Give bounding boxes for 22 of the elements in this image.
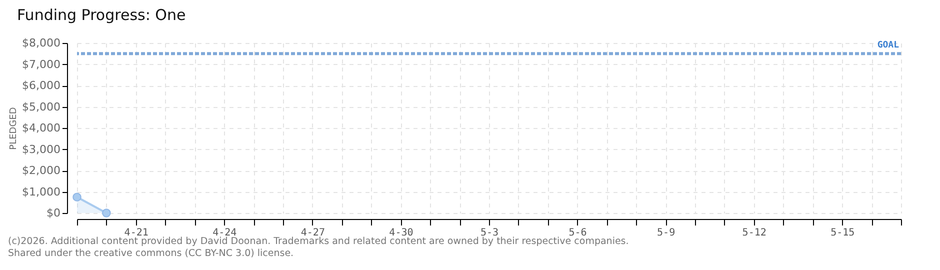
y-tick-label: $6,000: [22, 79, 60, 92]
y-tick-label: $4,000: [22, 122, 60, 134]
text: Shared under the creative commons (CC BY-NC 3.0) license.: [8, 248, 295, 260]
ref-line-label: GOAL: [877, 40, 900, 51]
x-tick-label: 5-12: [742, 228, 766, 238]
text: (c)2026. Additional content provided by David Doonan. Trademarks and related content are owned by their respective companies.: [8, 236, 629, 248]
x-tick-label: 5-15: [830, 228, 855, 238]
x-tick-label: 5-3: [480, 228, 499, 238]
y-tick-label: $7,000: [22, 58, 60, 71]
y-tick-label: $5,000: [22, 100, 60, 114]
x-tick-label: 4-30: [389, 228, 414, 238]
x-tick-label: 4-27: [300, 228, 325, 238]
y-tick-label: $2,000: [22, 164, 60, 177]
chart-title: Funding Progress: One: [17, 6, 186, 24]
x-tick-label: 5-6: [568, 228, 587, 238]
y-axis-title: PLEDGED: [9, 107, 20, 150]
x-tick-label: 4-21: [124, 228, 148, 238]
y-tick-label: $0: [46, 206, 60, 220]
y-tick-label: $3,000: [22, 142, 60, 156]
y-tick-label: $8,000: [22, 36, 60, 50]
x-tick-label: 5-9: [657, 228, 676, 238]
y-tick-label: $1,000: [22, 185, 60, 198]
